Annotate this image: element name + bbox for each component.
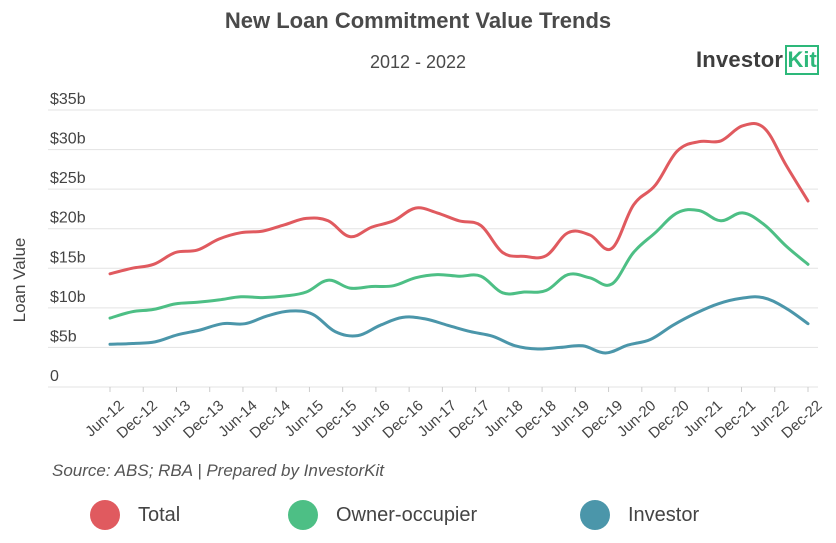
logo-text: Investor [696,47,784,72]
y-tick-label: $20b [50,210,86,227]
y-tick-label: 0 [50,368,59,385]
legend-label: Total [138,503,181,526]
legend-swatch [90,500,120,530]
y-tick-label: $35b [50,91,86,108]
legend-label: Investor [628,503,700,526]
legend-item: Owner-occupier [288,500,477,530]
legend-swatch [580,500,610,530]
y-tick-labels: 0 $5b $10b $15b $20b $25b $30b $35b [50,91,86,385]
series-line-investor [108,295,810,355]
grid-lines [48,109,818,388]
source-note: Source: ABS; RBA | Prepared by InvestorK… [52,461,384,480]
investorkit-logo: Investor Kit [696,44,820,76]
legend: Total Owner-occupier Investor [0,500,836,532]
y-tick-label: $25b [50,170,86,187]
chart-subtitle: 2012 - 2022 [369,52,467,72]
x-tick-labels: Jun-12Dec-12Jun-13Dec-13Jun-14Dec-14Jun-… [82,387,826,442]
logo-box: Kit [785,45,820,75]
legend-swatch [288,500,318,530]
legend-label: Owner-occupier [336,503,478,526]
y-tick-label: $30b [50,131,86,148]
legend-item: Total [90,500,180,530]
series-line-owner-occupier [108,208,810,320]
series-line-total [108,121,810,276]
y-tick-label: $5b [50,328,77,345]
y-tick-label: $10b [50,289,86,306]
legend-item: Investor [580,500,699,530]
chart-title: New Loan Commitment Value Trends [224,8,612,33]
y-tick-label: $15b [50,249,86,266]
series-lines [108,121,810,355]
